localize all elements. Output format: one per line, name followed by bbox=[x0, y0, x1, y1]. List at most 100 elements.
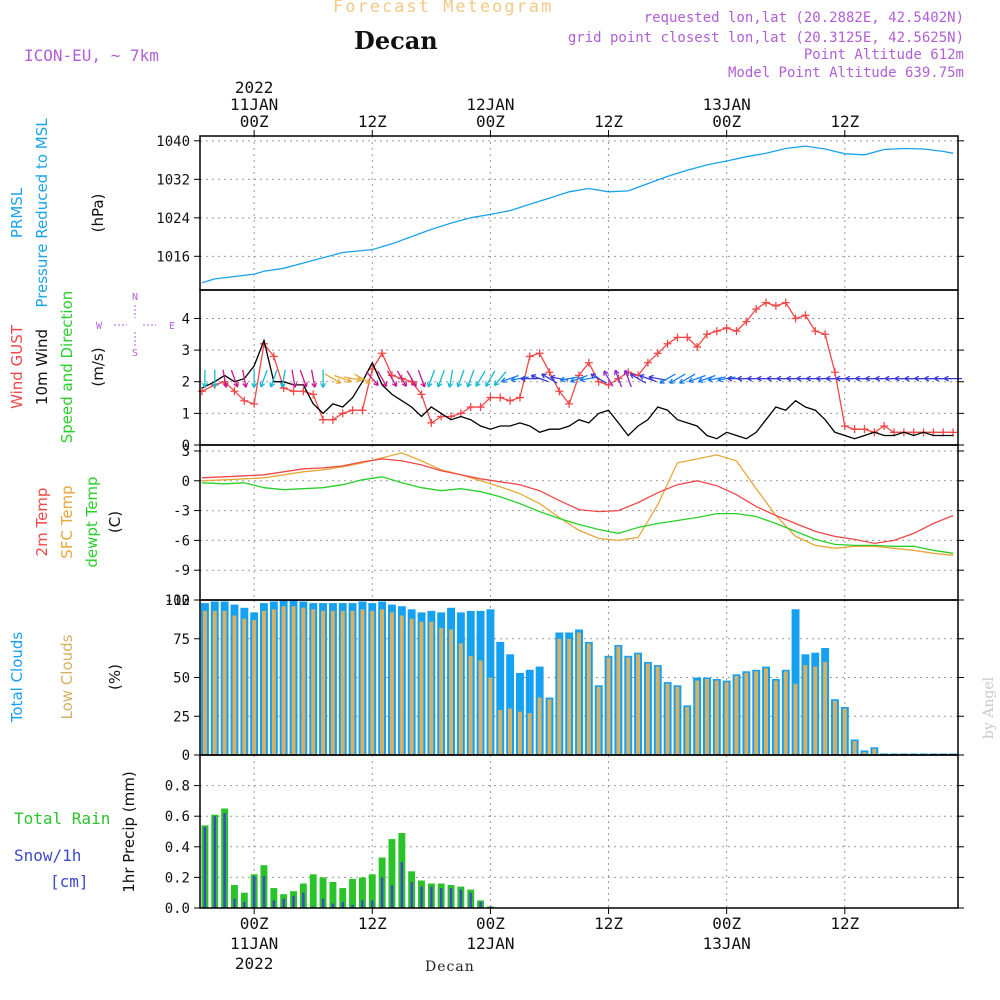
snow-bar bbox=[282, 898, 285, 908]
wind-direction-arrow bbox=[242, 369, 249, 388]
total-cloud-bar bbox=[791, 609, 800, 755]
rain-bar bbox=[231, 885, 238, 908]
low-cloud-bar bbox=[705, 679, 709, 755]
wind-direction-arrow bbox=[678, 373, 696, 384]
wind-direction-arrow bbox=[613, 369, 623, 388]
y-tick-label: 0.2 bbox=[165, 870, 190, 886]
bottom-location-label: Decan bbox=[425, 959, 475, 975]
wind-direction-arrow bbox=[475, 370, 486, 387]
gust-marker bbox=[663, 339, 672, 348]
gust-marker bbox=[555, 387, 564, 396]
gust-marker bbox=[693, 342, 702, 351]
y-tick-label: 1040 bbox=[156, 134, 190, 150]
gust-marker bbox=[358, 406, 367, 415]
gust-marker bbox=[850, 425, 859, 434]
wind-direction-arrow bbox=[279, 369, 286, 388]
low-cloud-bar bbox=[636, 654, 640, 756]
y-tick-label: 0 bbox=[182, 474, 190, 490]
wind-direction-arrow bbox=[366, 371, 379, 387]
legend-snow: Snow/1h bbox=[14, 846, 82, 865]
snow-bar bbox=[440, 888, 443, 908]
gust-marker bbox=[683, 333, 692, 342]
low-cloud-bar bbox=[439, 627, 444, 755]
y-tick-label: 0.4 bbox=[165, 840, 190, 856]
low-cloud-bar bbox=[655, 666, 660, 755]
wind-direction-arrow bbox=[354, 373, 371, 384]
gust-marker bbox=[515, 393, 524, 402]
gust-marker bbox=[427, 418, 436, 427]
gust-marker bbox=[821, 330, 830, 339]
y-tick-label: 0 bbox=[182, 748, 190, 764]
low-cloud-bar bbox=[212, 610, 217, 755]
snow-bar bbox=[371, 900, 374, 908]
low-cloud-bar bbox=[577, 632, 581, 755]
wind-unit-label: (m/s) bbox=[89, 347, 107, 386]
low-cloud-bar bbox=[291, 606, 296, 755]
low-cloud-bar bbox=[370, 610, 375, 755]
y-tick-label: 1024 bbox=[156, 211, 190, 227]
model-label: ICON-EU, ~ 7km bbox=[24, 46, 159, 65]
wind-direction-arrow bbox=[579, 376, 598, 383]
gust-marker bbox=[289, 387, 298, 396]
snow-bar bbox=[459, 889, 463, 908]
wind-direction-arrow bbox=[510, 376, 529, 383]
gust-marker bbox=[506, 396, 515, 405]
gust-marker bbox=[565, 399, 574, 408]
snow-bar bbox=[361, 900, 364, 908]
compass-e: E bbox=[169, 321, 175, 332]
y-tick-label: -9 bbox=[173, 563, 190, 579]
wind-direction-arrow bbox=[222, 369, 229, 388]
snow-bar bbox=[469, 892, 472, 908]
gust-marker bbox=[486, 393, 495, 402]
y-tick-label: -12 bbox=[165, 593, 190, 609]
low-cloud-bar bbox=[488, 677, 493, 755]
gust-marker bbox=[880, 422, 889, 431]
gust-marker bbox=[840, 422, 849, 431]
dewpt-line bbox=[201, 476, 954, 554]
gust-marker bbox=[722, 323, 731, 332]
low-cloud-bar bbox=[626, 657, 631, 755]
y-tick-label: 75 bbox=[173, 632, 190, 648]
requested-coordinates: requested lon,lat (20.2882E, 42.5402N) bbox=[643, 10, 964, 26]
snow-bar bbox=[351, 904, 354, 908]
wind-direction-arrow bbox=[310, 369, 318, 388]
gust-line bbox=[201, 301, 954, 434]
y-tick-label: 3 bbox=[182, 343, 190, 359]
gust-marker bbox=[732, 327, 741, 336]
snow-bar bbox=[449, 888, 453, 908]
top-time-label: 12Z bbox=[830, 112, 859, 131]
low-cloud-bar bbox=[567, 638, 572, 756]
y-tick-label: 1 bbox=[182, 406, 190, 422]
low-cloud-bar bbox=[419, 621, 424, 755]
wind-direction-arrow bbox=[698, 374, 716, 384]
low-cloud-bar bbox=[330, 610, 335, 755]
bottom-time-label: 12Z bbox=[358, 914, 387, 933]
low-cloud-bar bbox=[340, 610, 345, 755]
pressure-desc-label: Pressure Reduced to MSL bbox=[33, 118, 51, 308]
legend-snow-unit: [cm] bbox=[50, 872, 89, 891]
wind-direction-arrow bbox=[603, 370, 614, 387]
wind-direction-arrow bbox=[456, 369, 465, 388]
rain-bar bbox=[388, 839, 396, 908]
wind-direction-arrow bbox=[426, 369, 436, 388]
snow-bar bbox=[430, 886, 433, 908]
gust-marker bbox=[328, 415, 337, 424]
low-cloud-bar bbox=[675, 686, 680, 755]
top-time-label: 12JAN bbox=[466, 95, 514, 114]
low-cloud-bar bbox=[685, 707, 690, 755]
wind-direction-arrow bbox=[201, 369, 208, 388]
low-cloud-bar bbox=[793, 683, 798, 755]
gust-marker bbox=[604, 380, 613, 389]
low-cloud-bar bbox=[203, 610, 207, 755]
top-time-label: 2022 bbox=[235, 78, 274, 97]
wind-direction-arrow bbox=[466, 369, 475, 388]
low-cloud-bar bbox=[665, 683, 670, 755]
wind-direction-arrow bbox=[377, 370, 388, 387]
low-cloud-bar bbox=[872, 748, 877, 755]
wind-direction-arrow bbox=[639, 374, 657, 383]
snow-bar bbox=[410, 882, 413, 908]
low-cloud-bar bbox=[527, 713, 532, 755]
snow-bar bbox=[341, 901, 344, 908]
bottom-time-label: 11JAN bbox=[230, 934, 278, 953]
low-cloud-bar bbox=[714, 680, 719, 755]
